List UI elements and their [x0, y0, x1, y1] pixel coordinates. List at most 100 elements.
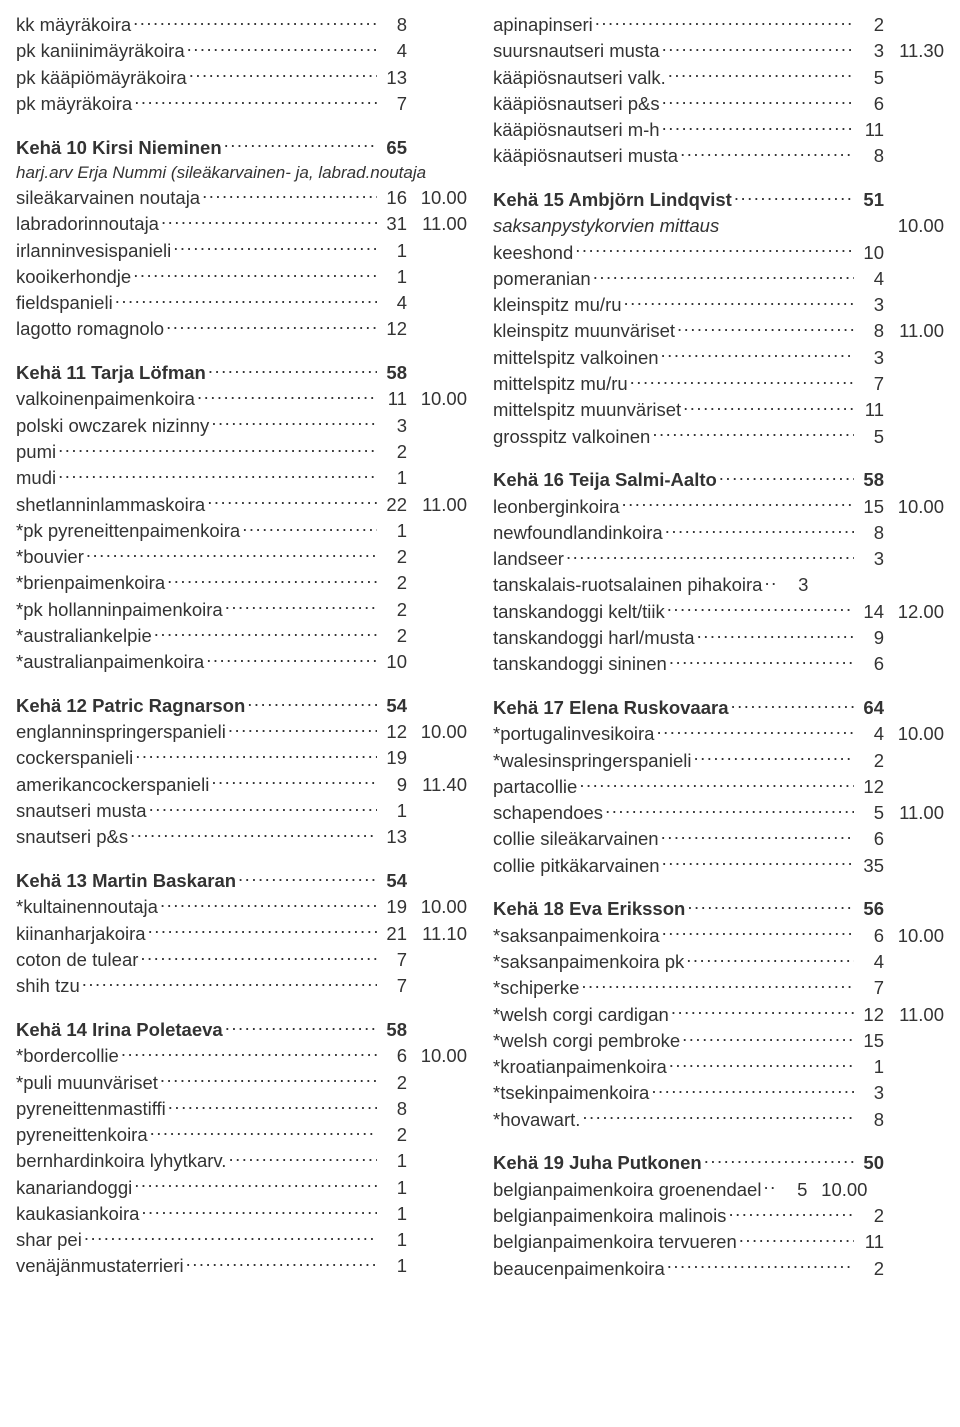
- breed-row: tanskalais-ruotsalainen pihakoira3: [493, 572, 944, 598]
- count: 2: [379, 597, 407, 623]
- leader-dots: [58, 439, 377, 458]
- count: 16: [379, 185, 407, 211]
- breed-name: *bouvier: [16, 544, 84, 570]
- breed-name: pyreneittenmastiffi: [16, 1096, 166, 1122]
- breed-row: pk mäyräkoira 7: [16, 91, 467, 117]
- breed-name: bernhardinkoira lyhytkarv.: [16, 1148, 226, 1174]
- breed-row: belgianpaimenkoira malinois2: [493, 1203, 944, 1229]
- leader-dots: [566, 547, 854, 566]
- count: 12: [379, 316, 407, 342]
- count: 4: [856, 949, 884, 975]
- leader-dots: [687, 897, 854, 916]
- time: 12.00: [884, 599, 944, 625]
- ring-title: Kehä 13 Martin Baskaran: [16, 868, 236, 894]
- ring-heading: Kehä 13 Martin Baskaran54: [16, 868, 467, 894]
- leader-dots: [149, 798, 377, 817]
- count: 58: [856, 467, 884, 493]
- leader-dots: [167, 571, 377, 590]
- leader-dots: [582, 1107, 854, 1126]
- count: 15: [856, 1028, 884, 1054]
- leader-dots: [764, 573, 778, 592]
- leader-dots: [148, 921, 377, 940]
- count: 1: [379, 1148, 407, 1174]
- breed-row: *bouvier2: [16, 544, 467, 570]
- count: 11: [856, 117, 884, 143]
- count: 3: [856, 38, 884, 64]
- leader-dots: [161, 212, 377, 231]
- breed-name: amerikancockerspanieli: [16, 772, 209, 798]
- breed-row: mittelspitz valkoinen3: [493, 345, 944, 371]
- ring-title: Kehä 18 Eva Eriksson: [493, 896, 685, 922]
- leader-dots: [86, 545, 377, 564]
- leader-dots: [719, 468, 854, 487]
- breed-name: leonberginkoira: [493, 494, 620, 520]
- spacer: [493, 879, 944, 897]
- count: 64: [856, 695, 884, 721]
- breed-row: englanninspringerspanieli1210.00: [16, 719, 467, 745]
- spacer: [493, 678, 944, 696]
- count: 58: [379, 1017, 407, 1043]
- count: 2: [379, 1070, 407, 1096]
- breed-row: mittelspitz mu/ru 7: [493, 371, 944, 397]
- breed-row: *australianpaimenkoira10: [16, 649, 467, 675]
- breed-name: shar pei: [16, 1227, 82, 1253]
- breed-row: newfoundlandinkoira8: [493, 520, 944, 546]
- leader-dots: [211, 413, 377, 432]
- count: 7: [379, 973, 407, 999]
- breed-row: kääpiösnautseri valk.5: [493, 65, 944, 91]
- breed-row: *saksanpaimenkoira610.00: [493, 923, 944, 949]
- leader-dots: [624, 293, 854, 312]
- leader-dots: [121, 1044, 377, 1063]
- breed-row: landseer3: [493, 546, 944, 572]
- breed-row: *tsekinpaimenkoira3: [493, 1080, 944, 1106]
- breed-name: mittelspitz muunväriset: [493, 397, 681, 423]
- count: 6: [856, 826, 884, 852]
- breed-row: tanskandoggi sininen6: [493, 651, 944, 677]
- breed-row: labradorinnoutaja3111.00: [16, 211, 467, 237]
- leader-dots: [581, 976, 854, 995]
- breed-name: labradorinnoutaja: [16, 211, 159, 237]
- breed-name: *pk pyreneittenpaimenkoira: [16, 518, 240, 544]
- breed-name: pk mäyräkoira: [16, 91, 132, 117]
- breed-row: kääpiösnautseri p&s6: [493, 91, 944, 117]
- leader-dots: [686, 950, 854, 969]
- count: 3: [780, 572, 808, 598]
- breed-row: leonberginkoira1510.00: [493, 494, 944, 520]
- count: 1: [379, 465, 407, 491]
- breed-row: fieldspanieli 4: [16, 290, 467, 316]
- breed-row: beaucenpaimenkoira2: [493, 1256, 944, 1282]
- leader-dots: [680, 144, 854, 163]
- count: 13: [379, 824, 407, 850]
- spacer: [16, 343, 467, 361]
- breed-name: englanninspringerspanieli: [16, 719, 226, 745]
- breed-name: *saksanpaimenkoira pk: [493, 949, 684, 975]
- ring-title: Kehä 17 Elena Ruskovaara: [493, 695, 729, 721]
- breed-row: tanskandoggi harl/musta9: [493, 625, 944, 651]
- count: 2: [856, 748, 884, 774]
- breed-name: *tsekinpaimenkoira: [493, 1080, 649, 1106]
- count: 1: [379, 1201, 407, 1227]
- breed-name: sileäkarvainen noutaja: [16, 185, 200, 211]
- count: 7: [379, 91, 407, 117]
- leader-dots: [160, 1070, 377, 1089]
- breed-name: *kultainennoutaja: [16, 894, 158, 920]
- leader-dots: [704, 1151, 854, 1170]
- breed-row: kooikerhondje1: [16, 264, 467, 290]
- leader-dots: [242, 518, 377, 537]
- count: 8: [379, 12, 407, 38]
- breed-row: suursnautseri musta311.30: [493, 38, 944, 64]
- leader-dots: [662, 91, 854, 110]
- breed-name: snautseri musta: [16, 798, 147, 824]
- leader-dots: [211, 772, 377, 791]
- count: 4: [379, 290, 407, 316]
- breed-name: mittelspitz mu/ru: [493, 371, 628, 397]
- spacer: [493, 170, 944, 188]
- breed-row: partacollie12: [493, 774, 944, 800]
- time: 11.00: [884, 1002, 944, 1028]
- count: 7: [856, 371, 884, 397]
- leader-dots: [133, 13, 377, 32]
- breed-name: fieldspanieli: [16, 290, 113, 316]
- breed-row: shar pei1: [16, 1227, 467, 1253]
- count: 54: [379, 693, 407, 719]
- count: 35: [856, 853, 884, 879]
